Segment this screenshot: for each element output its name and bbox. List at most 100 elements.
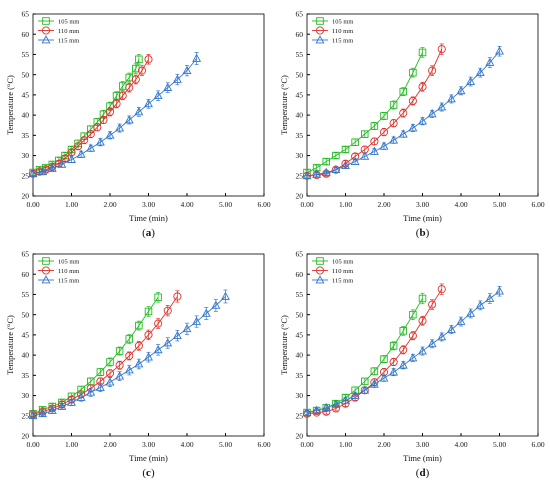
data-point xyxy=(115,371,125,380)
data-point xyxy=(495,286,504,295)
x-tick-label: 5.00 xyxy=(219,440,232,449)
data-point xyxy=(38,408,48,418)
y-tick-label: 25 xyxy=(296,171,304,180)
y-tick-label: 20 xyxy=(296,192,304,201)
data-point xyxy=(389,342,398,350)
data-point xyxy=(105,107,115,116)
y-axis-label: Temperature (°C) xyxy=(279,315,289,375)
legend-label: 115 mm xyxy=(332,38,353,45)
data-point xyxy=(192,316,202,325)
data-point xyxy=(115,347,124,355)
data-point xyxy=(361,130,369,138)
data-point xyxy=(427,338,437,348)
y-tick-label: 65 xyxy=(296,10,304,19)
x-tick-label: 0.00 xyxy=(300,200,313,209)
data-point xyxy=(67,154,76,163)
data-point xyxy=(321,402,331,412)
data-point xyxy=(389,119,398,128)
x-tick-label: 6.00 xyxy=(257,200,270,209)
data-point xyxy=(437,332,447,341)
data-point xyxy=(211,300,221,309)
series-line xyxy=(32,297,159,415)
data-point xyxy=(302,170,312,180)
data-point xyxy=(379,128,389,137)
legend: 105 mm 110 mm 115 mm xyxy=(38,17,80,45)
data-point xyxy=(86,387,96,396)
data-point xyxy=(96,368,105,376)
data-point xyxy=(86,143,96,152)
legend-label: 115 mm xyxy=(58,38,79,45)
data-point xyxy=(173,292,182,301)
series-105-mm xyxy=(29,292,162,418)
data-point xyxy=(321,167,331,176)
data-point xyxy=(105,377,115,386)
legend-marker xyxy=(315,26,325,35)
data-point xyxy=(115,361,124,370)
data-point xyxy=(389,135,399,144)
data-point xyxy=(360,385,370,394)
data-point xyxy=(331,399,341,408)
y-tick-label: 50 xyxy=(22,310,30,319)
data-point xyxy=(399,327,408,335)
data-point xyxy=(418,346,427,355)
series-105-mm xyxy=(29,54,143,177)
legend-marker xyxy=(42,17,50,25)
data-point xyxy=(172,330,182,340)
data-point xyxy=(112,91,121,100)
x-tick-label: 4.00 xyxy=(454,200,467,209)
data-point xyxy=(95,137,105,146)
x-tick-label: 6.00 xyxy=(531,440,544,449)
panel-caption: (b) xyxy=(416,227,430,239)
y-tick-label: 40 xyxy=(296,351,304,360)
data-point xyxy=(399,87,408,96)
y-tick-label: 65 xyxy=(22,250,30,259)
data-point xyxy=(446,324,456,333)
x-tick-label: 0.00 xyxy=(26,440,39,449)
series-line xyxy=(32,59,149,175)
y-tick-label: 35 xyxy=(22,131,30,140)
data-point xyxy=(428,300,437,309)
y-tick-label: 35 xyxy=(296,371,304,380)
data-point xyxy=(105,369,115,378)
data-point xyxy=(312,405,322,414)
data-point xyxy=(302,409,312,418)
data-point xyxy=(389,367,399,376)
data-point xyxy=(302,407,312,416)
x-tick-label: 3.00 xyxy=(142,200,155,209)
data-point xyxy=(495,46,504,55)
data-point xyxy=(76,149,86,158)
panel-caption: (a) xyxy=(142,227,155,239)
x-tick-label: 6.00 xyxy=(257,440,270,449)
data-point xyxy=(418,316,427,325)
x-tick-label: 3.00 xyxy=(416,200,429,209)
x-tick-label: 1.00 xyxy=(339,440,352,449)
data-point xyxy=(125,335,133,343)
y-tick-label: 50 xyxy=(296,310,304,319)
y-tick-label: 60 xyxy=(296,270,304,279)
data-point xyxy=(106,358,114,366)
y-tick-label: 30 xyxy=(296,151,304,160)
x-tick-label: 5.00 xyxy=(493,200,506,209)
data-point xyxy=(76,392,86,401)
data-point xyxy=(47,163,57,172)
series-line xyxy=(32,58,197,175)
y-tick-label: 20 xyxy=(22,432,30,441)
y-axis-label: Temperature (°C) xyxy=(5,315,15,375)
data-point xyxy=(124,365,134,374)
y-tick-label: 55 xyxy=(296,50,304,59)
data-point xyxy=(398,360,408,369)
y-tick-label: 55 xyxy=(22,290,30,299)
legend-label: 110 mm xyxy=(332,268,353,275)
data-point xyxy=(360,151,370,160)
chart-panel-1: 0.00 1.00 2.00 3.00 4.00 5.00 6.00 20 25 30 35 40 45… xyxy=(5,10,271,239)
x-tick-label: 3.00 xyxy=(142,440,155,449)
y-tick-label: 40 xyxy=(22,351,30,360)
y-tick-label: 45 xyxy=(22,330,30,339)
x-tick-label: 2.00 xyxy=(377,200,390,209)
y-tick-label: 40 xyxy=(22,111,30,120)
x-axis-label: Time (min) xyxy=(403,453,442,463)
y-tick-label: 30 xyxy=(22,391,30,400)
series-115-mm xyxy=(302,286,504,416)
data-point xyxy=(408,123,418,132)
legend-label: 105 mm xyxy=(58,259,80,266)
